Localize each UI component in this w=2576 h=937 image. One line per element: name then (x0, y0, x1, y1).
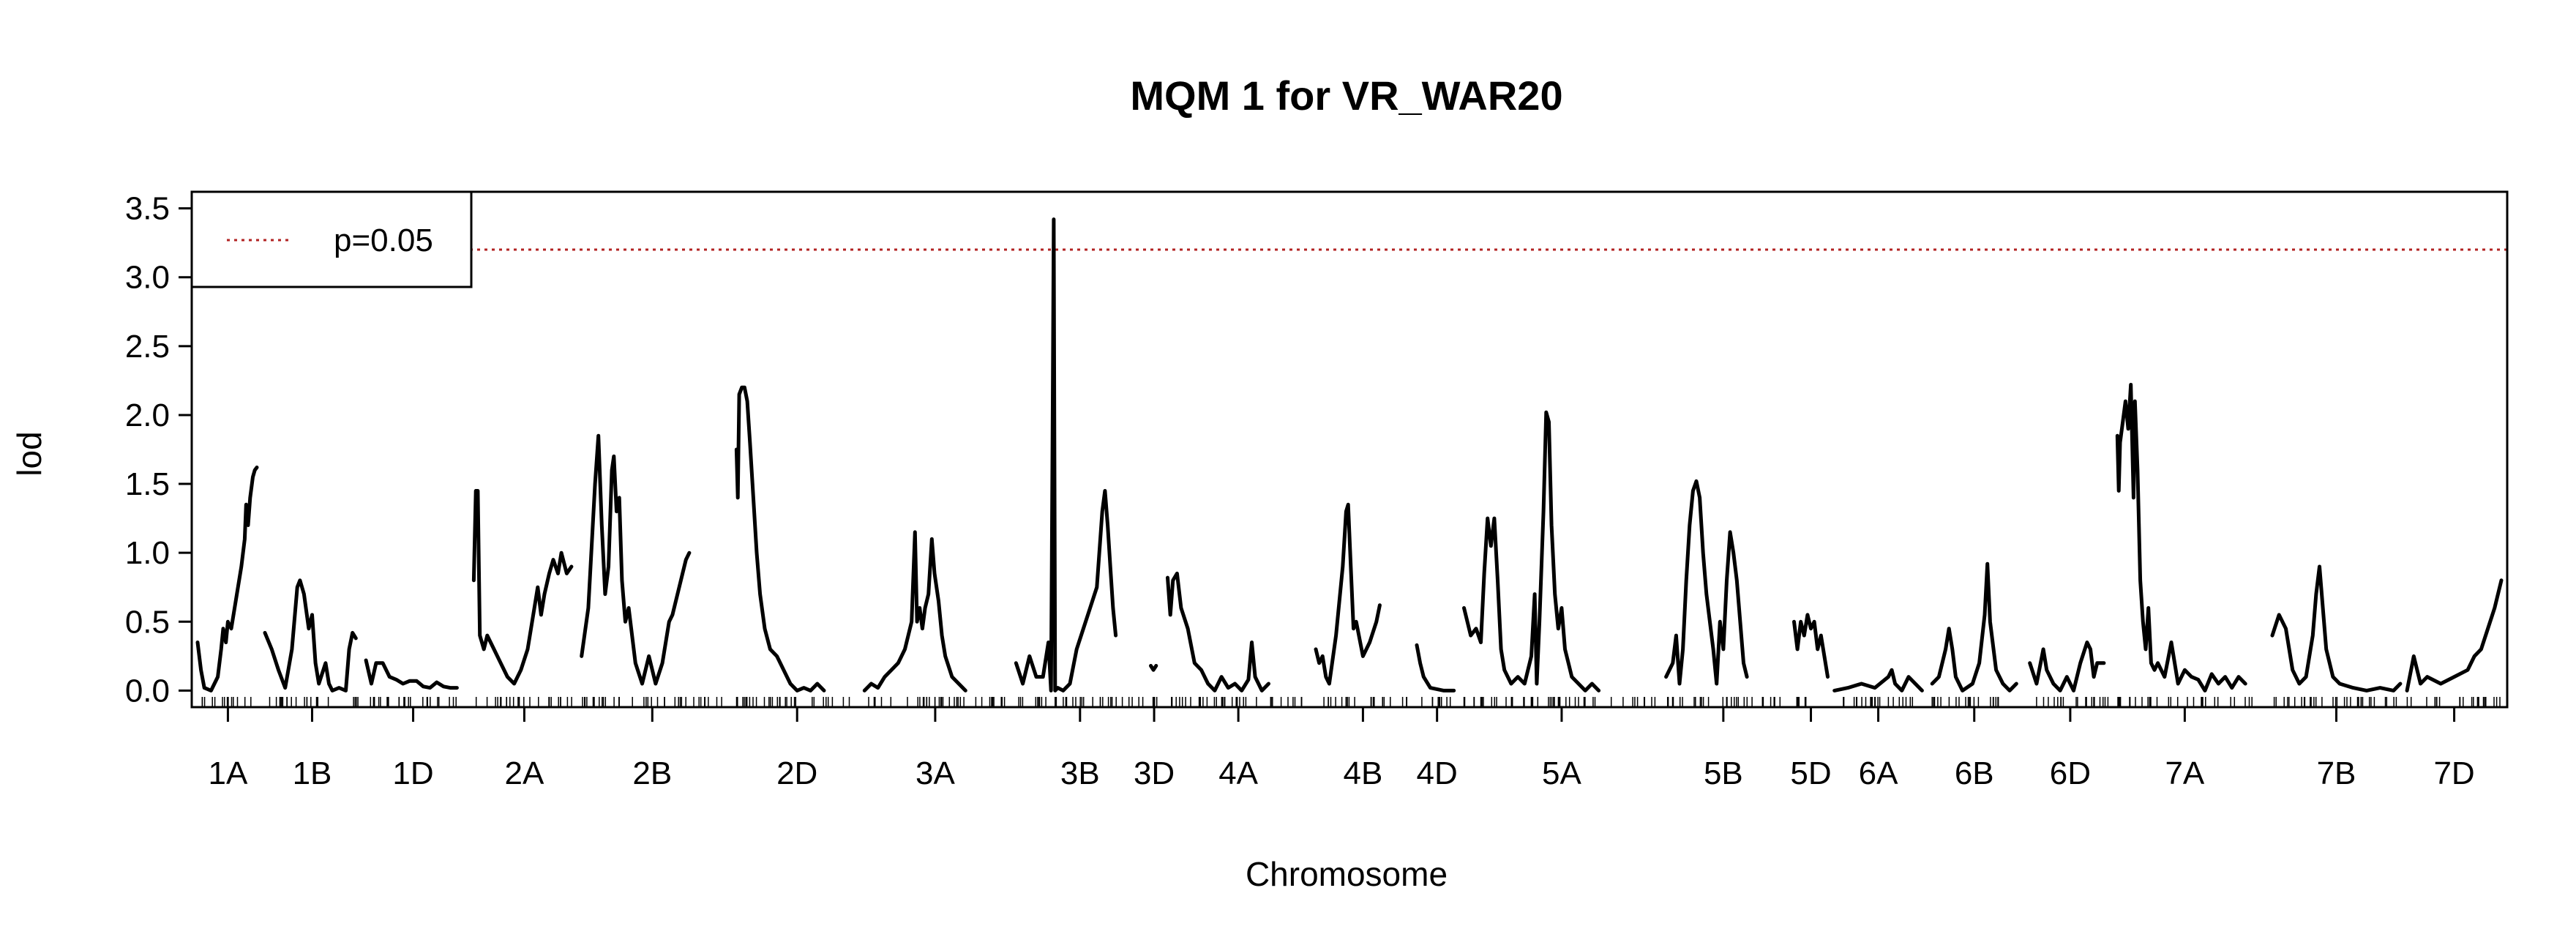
y-tick-label: 0.0 (125, 673, 170, 709)
lod-line-5D (1792, 613, 1830, 679)
y-tick-label: 0.5 (125, 604, 170, 640)
chromosome-label-4D: 4D (1417, 755, 1458, 791)
lod-series (195, 217, 2504, 693)
y-tick-label: 2.0 (125, 397, 170, 433)
y-tick-label: 3.0 (125, 260, 170, 296)
chromosome-label-4A: 4A (1218, 755, 1258, 791)
lod-line-6B (1930, 561, 2018, 693)
chromosome-label-5A: 5A (1542, 755, 1581, 791)
y-tick-label: 2.5 (125, 329, 170, 365)
chromosome-label-6B: 6B (1955, 755, 1994, 791)
chromosome-label-7D: 7D (2433, 755, 2474, 791)
y-tick-label: 3.5 (125, 191, 170, 227)
marker-ticks (201, 697, 2501, 707)
lod-line-2A (471, 489, 574, 686)
chromosome-label-2D: 2D (776, 755, 817, 791)
chromosome-label-3D: 3D (1134, 755, 1175, 791)
lod-line-3D (1149, 664, 1158, 672)
lod-line-4D (1415, 643, 1456, 693)
lod-line-1D (364, 658, 459, 690)
lod-line-6D (2028, 641, 2106, 693)
y-tick-label: 1.5 (125, 466, 170, 502)
chromosome-label-1D: 1D (392, 755, 433, 791)
x-axis-label: Chromosome (1246, 855, 1448, 893)
chromosome-label-5D: 5D (1790, 755, 1831, 791)
chromosome-label-2A: 2A (505, 755, 544, 791)
marker-rug (201, 697, 2501, 707)
y-axis-label: lod (10, 431, 48, 476)
lod-line-7B (2270, 564, 2403, 693)
lod-line-6A (1832, 668, 1924, 693)
legend: p=0.05 (190, 190, 473, 288)
plot-frame (190, 190, 2509, 709)
chromosome-label-1B: 1B (293, 755, 332, 791)
legend-threshold-label: p=0.05 (334, 223, 433, 258)
chromosome-label-1A: 1A (209, 755, 248, 791)
lod-line-5A (1462, 410, 1601, 693)
chromosome-label-4B: 4B (1343, 755, 1382, 791)
lod-line-5B (1664, 479, 1749, 686)
chart-title: MQM 1 for VR_WAR20 (1130, 72, 1562, 119)
lod-line-7A (2115, 383, 2247, 693)
chromosome-label-3A: 3A (916, 755, 955, 791)
lod-line-1A (195, 466, 259, 693)
lod-line-2D (734, 385, 826, 693)
lod-line-4B (1314, 502, 1382, 686)
chromosome-labels: 1A 1B 1D 2A 2B 2D 3A 3B 3D 4A 4B 4D 5A 5B 5D 6A 6B 6D 7A 7B… (209, 707, 2475, 791)
lod-line-3B (1014, 217, 1118, 693)
lod-line-7D (2405, 578, 2504, 693)
y-axis: 0.0 0.5 1.0 1.5 2.0 2.5 3.0 3.5 (125, 191, 193, 709)
lod-line-3A (862, 530, 967, 693)
lod-line-1B (263, 578, 358, 693)
chromosome-label-5B: 5B (1704, 755, 1743, 791)
legend-box (190, 190, 473, 288)
chromosome-label-6A: 6A (1859, 755, 1898, 791)
chromosome-label-3B: 3B (1060, 755, 1100, 791)
chromosome-label-6D: 6D (2050, 755, 2091, 791)
lod-line-2B (580, 433, 692, 686)
chromosome-label-7B: 7B (2317, 755, 2356, 791)
lod-line-4A (1166, 571, 1270, 693)
y-tick-label: 1.0 (125, 535, 170, 571)
chromosome-label-7A: 7A (2165, 755, 2204, 791)
chromosome-label-2B: 2B (632, 755, 672, 791)
